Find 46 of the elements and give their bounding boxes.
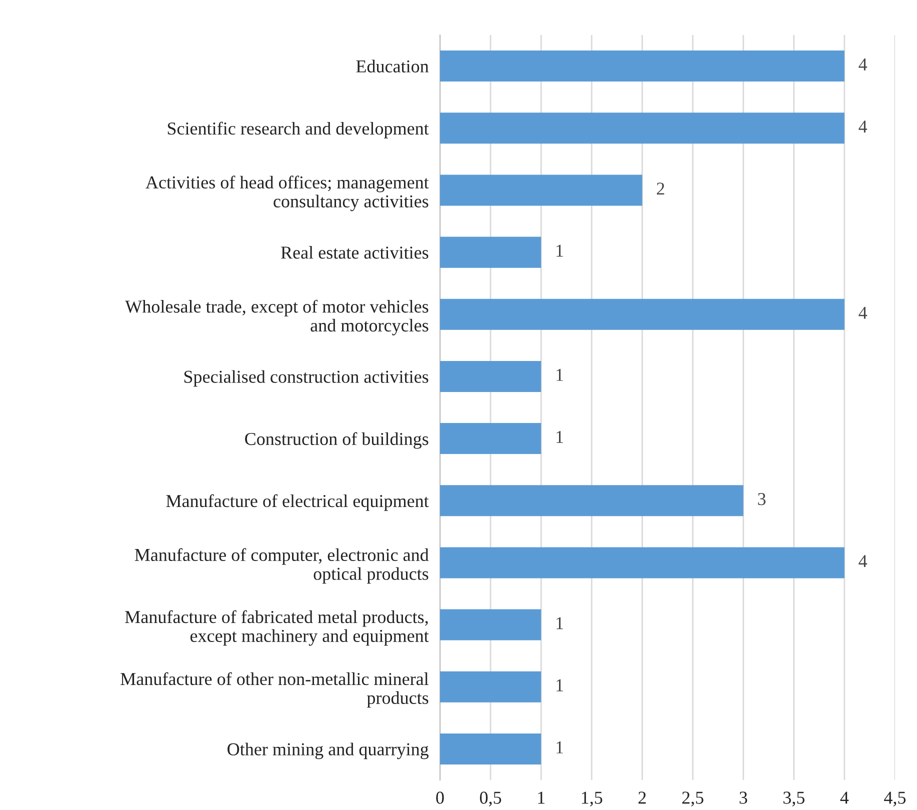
bar xyxy=(440,112,844,144)
y-tick-label: Scientific research and development xyxy=(168,122,429,138)
x-tick-label: 4,5 xyxy=(884,792,906,806)
data-label: 4 xyxy=(858,58,868,70)
bar xyxy=(440,174,642,206)
y-tick-label: Construction of buildings xyxy=(245,432,428,449)
data-label: 4 xyxy=(858,120,868,132)
bar xyxy=(440,671,542,702)
data-label: 1 xyxy=(556,617,563,630)
bar xyxy=(440,485,744,516)
data-label: 1 xyxy=(556,368,563,381)
x-tick-label: 2 xyxy=(638,792,646,804)
data-label: 2 xyxy=(656,182,664,195)
x-tick-label: 1 xyxy=(538,792,545,804)
bar xyxy=(440,547,844,578)
data-label: 4 xyxy=(858,306,868,319)
y-tick-label: Specialised construction activities xyxy=(184,370,428,387)
bar xyxy=(440,609,542,640)
bar xyxy=(440,423,542,454)
data-label: 1 xyxy=(556,430,563,443)
data-label: 3 xyxy=(758,493,766,506)
y-tick-label: Education xyxy=(356,60,429,72)
data-label: 1 xyxy=(556,679,563,692)
data-label: 1 xyxy=(556,741,563,754)
bar xyxy=(440,236,542,268)
x-tick-label: 4 xyxy=(840,792,849,804)
x-tick-label: 0,5 xyxy=(480,792,502,806)
y-tick-label: Wholesale trade, except of motor vehicles and motorcycles xyxy=(125,300,428,336)
data-label: 4 xyxy=(858,555,868,568)
y-tick-label: Real estate activities xyxy=(281,246,428,259)
bar xyxy=(440,50,844,82)
x-tick-label: 3,5 xyxy=(783,792,804,806)
bar xyxy=(440,733,542,764)
bar xyxy=(440,360,542,392)
data-label: 1 xyxy=(556,244,563,257)
bar xyxy=(440,298,844,330)
y-tick-label: Manufacture of other non-metallic mineral products xyxy=(120,672,429,708)
y-tick-label: Manufacture of electrical equipment xyxy=(166,494,429,511)
x-tick-label: 2,5 xyxy=(682,792,704,806)
x-tick-label: 0 xyxy=(436,792,444,804)
y-tick-label: Manufacture of fabricated metal products, except machinery and equipment xyxy=(125,610,429,646)
y-tick-label: Activities of head offices; management consultancy activities xyxy=(146,176,429,212)
x-tick-label: 3 xyxy=(740,792,748,804)
y-tick-label: Manufacture of computer, electronic and optical products xyxy=(134,548,429,584)
x-tick-label: 1,5 xyxy=(582,792,602,806)
y-tick-label: Other mining and quarrying xyxy=(228,742,429,760)
